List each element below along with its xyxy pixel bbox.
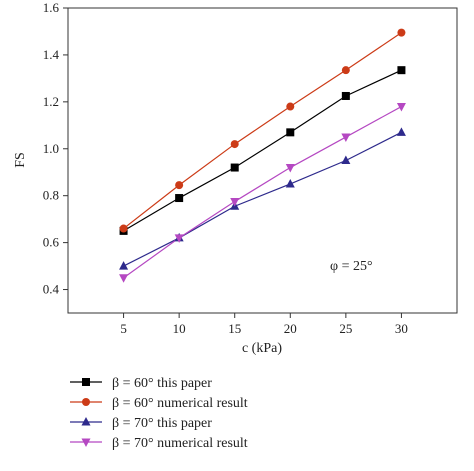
legend-marker [81,417,91,426]
data-point-series-2 [119,261,129,270]
legend: β = 60° this paper β = 60° numerical resu… [70,376,248,451]
annotation-phi: φ = 25° [330,259,373,274]
y-tick-label: 1.4 [43,47,60,62]
y-tick-label: 0.6 [43,235,60,250]
data-point-series-3 [174,234,184,243]
series-line-2 [123,131,402,267]
data-point-series-0 [397,66,406,75]
legend-marker [81,438,91,447]
axes-ticks: 5 10 15 20 25 30 0.4 0.6 0.8 1.0 1.2 1.4 1.6 [43,0,408,336]
data-point-series-1 [397,28,406,37]
data-point-series-3 [230,198,240,207]
data-point-series-1 [230,140,239,149]
data-point-series-0 [175,194,184,203]
legend-label: β = 60° numerical result [112,396,248,411]
legend-item-2: β = 70° this paper [70,416,212,431]
y-tick-label: 0.8 [43,188,59,203]
legend-label: β = 70° numerical result [112,436,248,451]
data-point-series-1 [341,66,350,75]
y-axis-label: FS [13,152,28,168]
legend-item-1: β = 60° numerical result [70,396,248,411]
data-point-series-3 [285,164,295,173]
legend-marker [82,398,90,406]
x-tick-label: 20 [284,321,297,336]
series-line-3 [123,106,402,279]
x-tick-label: 5 [120,321,127,336]
series-line-1 [123,32,402,230]
y-tick-label: 0.4 [43,282,60,297]
data-point-series-1 [175,181,184,190]
data-point-series-1 [286,102,295,111]
data-point-series-2 [285,178,295,188]
data-point-series-2 [396,127,406,136]
series-line-0 [123,69,402,232]
legend-label: β = 60° this paper [112,376,212,391]
y-tick-label: 1.6 [43,0,60,15]
y-tick-label: 1.2 [43,94,59,109]
series-lines [123,32,402,279]
data-point-series-1 [119,224,128,233]
x-axis-label: c (kPa) [242,341,282,356]
plot-frame [67,7,458,314]
data-point-series-0 [230,163,239,172]
x-tick-label: 15 [228,321,241,336]
data-point-series-3 [396,103,406,112]
legend-marker [82,378,90,386]
data-point-series-3 [341,133,351,143]
legend-item-0: β = 60° this paper [70,376,212,391]
x-tick-label: 25 [339,321,352,336]
legend-label: β = 70° this paper [112,416,212,431]
y-tick-label: 1.0 [43,141,59,156]
data-point-series-0 [286,128,295,137]
data-point-series-0 [341,91,350,100]
legend-item-3: β = 70° numerical result [70,436,248,451]
data-point-series-3 [119,274,129,283]
x-tick-label: 30 [395,321,408,336]
data-point-series-2 [341,155,351,164]
x-tick-label: 10 [173,321,186,336]
series-markers [119,28,406,283]
plot-area: 5 10 15 20 25 30 0.4 0.6 0.8 1.0 1.2 1.4 1.6 φ = 25° [43,0,458,336]
